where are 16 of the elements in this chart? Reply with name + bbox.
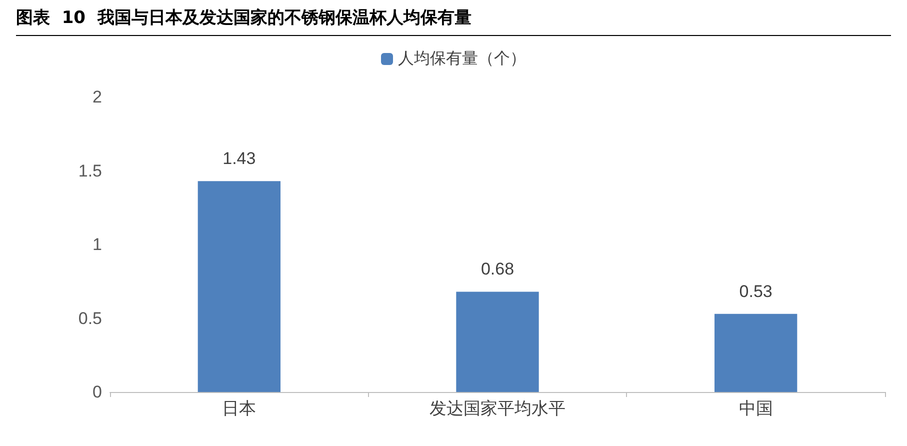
x-tick-label: 日本	[222, 399, 256, 418]
bar	[714, 314, 798, 392]
legend-label: 人均保有量（个）	[398, 50, 526, 68]
data-label: 0.68	[480, 260, 514, 279]
chart-title: 图表 10 我国与日本及发达国家的不锈钢保温杯人均保有量	[16, 6, 891, 36]
y-tick-label: 0	[92, 382, 102, 402]
data-label: 1.43	[222, 149, 256, 168]
y-tick-label: 1	[92, 235, 102, 254]
y-tick-label: 0.5	[78, 308, 102, 328]
x-tick-label: 中国	[738, 399, 773, 418]
x-tick-label: 发达国家平均水平	[430, 399, 566, 418]
y-tick-label: 2	[92, 88, 102, 106]
bar	[198, 181, 280, 392]
y-tick-label: 1.5	[78, 161, 102, 180]
data-label: 0.53	[739, 282, 772, 301]
bar	[456, 292, 539, 392]
